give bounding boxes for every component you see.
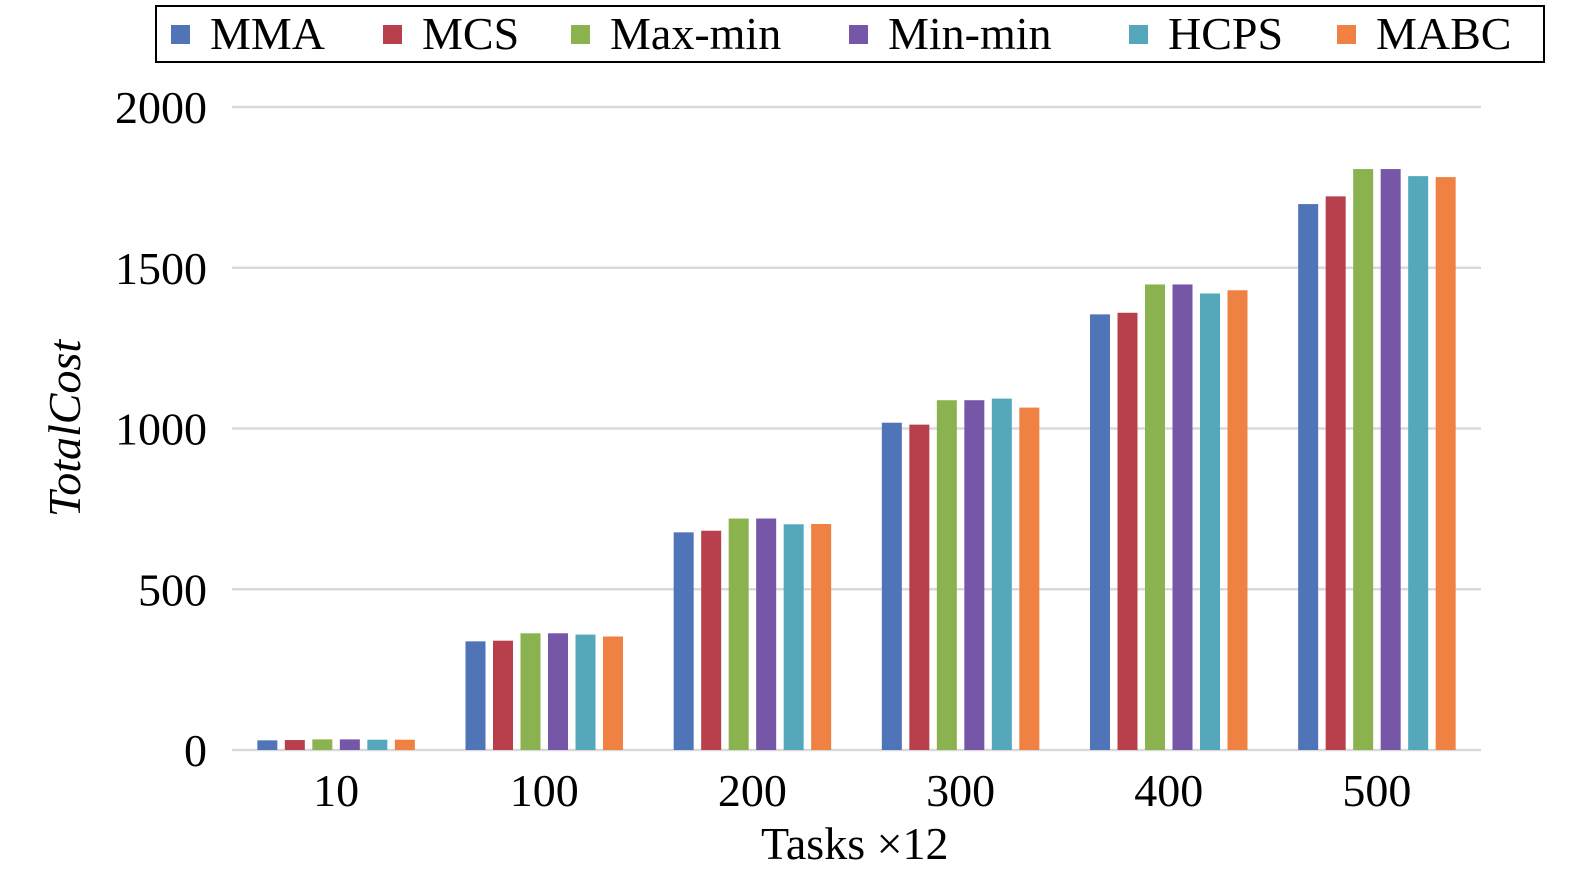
bar-max-min-100 xyxy=(520,633,541,750)
bar-mma-300 xyxy=(881,422,902,750)
bar-min-min-100 xyxy=(548,633,568,750)
y-tick-label: 2000 xyxy=(115,82,207,133)
x-tick-label: 500 xyxy=(1342,765,1411,816)
legend-item-mcs: MCS xyxy=(383,7,519,61)
bar-max-min-400 xyxy=(1145,284,1165,750)
y-tick-label: 0 xyxy=(184,725,207,776)
bar-max-min-10 xyxy=(312,739,333,750)
legend-label: Min-min xyxy=(888,8,1052,59)
bar-max-min-500 xyxy=(1353,169,1374,750)
legend-label: HCPS xyxy=(1168,8,1284,59)
bar-max-min-300 xyxy=(936,400,957,750)
bar-min-min-400 xyxy=(1172,284,1193,750)
legend-item-mma: MMA xyxy=(171,7,325,61)
bar-mma-400 xyxy=(1090,314,1110,750)
legend-label: Max-min xyxy=(610,8,782,59)
bar-max-min-200 xyxy=(728,518,749,750)
x-tick-label: 100 xyxy=(510,765,579,816)
legend-swatch xyxy=(1129,24,1148,44)
x-tick-label: 200 xyxy=(718,765,787,816)
legend-swatch xyxy=(571,24,590,44)
legend-swatch xyxy=(1337,24,1356,44)
bars xyxy=(257,169,1456,750)
legend-item-max-min: Max-min xyxy=(571,7,781,61)
legend-swatch xyxy=(849,24,868,44)
legend-label: MCS xyxy=(422,8,520,59)
bar-mabc-100 xyxy=(603,636,623,750)
bar-hcps-200 xyxy=(783,524,804,750)
legend-swatch xyxy=(171,24,190,44)
bar-mcs-100 xyxy=(493,640,513,750)
bar-min-min-500 xyxy=(1380,169,1401,750)
bar-hcps-300 xyxy=(991,398,1012,750)
legend-item-mabc: MABC xyxy=(1337,7,1511,61)
bar-mcs-500 xyxy=(1325,196,1346,750)
bar-mabc-400 xyxy=(1227,290,1248,750)
bar-hcps-100 xyxy=(575,634,596,750)
y-tick-labels: 0 500 1000 1500 2000 xyxy=(115,82,207,776)
y-tick-label: 500 xyxy=(138,564,207,615)
y-tick-label: 1000 xyxy=(115,404,207,455)
gridlines xyxy=(232,105,1481,752)
x-axis-title: Tasks ×12 xyxy=(761,818,949,869)
legend-item-min-min: Min-min xyxy=(849,7,1052,61)
bar-min-min-300 xyxy=(964,400,985,750)
bar-mcs-300 xyxy=(909,424,930,750)
bar-mma-10 xyxy=(257,740,278,750)
bar-hcps-500 xyxy=(1408,176,1429,750)
bar-mabc-300 xyxy=(1019,407,1040,750)
bar-mabc-10 xyxy=(394,739,415,750)
y-axis-title: TotalCost xyxy=(38,339,90,517)
x-tick-label: 10 xyxy=(313,765,359,816)
bar-mma-500 xyxy=(1298,204,1319,750)
bar-mabc-200 xyxy=(811,523,832,750)
bar-hcps-400 xyxy=(1200,293,1220,750)
bar-min-min-200 xyxy=(756,518,777,750)
legend-label: MABC xyxy=(1376,8,1512,59)
bar-mabc-500 xyxy=(1435,177,1456,750)
x-tick-labels: 10 100 200 300 400 500 xyxy=(313,765,1411,816)
legend-label: MMA xyxy=(210,8,326,59)
bar-mcs-10 xyxy=(284,740,305,750)
y-tick-label: 1500 xyxy=(115,243,207,294)
bar-min-min-10 xyxy=(339,739,360,750)
bar-mcs-200 xyxy=(701,530,722,750)
legend: MMA MCS Max-min Min-min HCPS MABC xyxy=(155,5,1545,63)
bar-hcps-10 xyxy=(367,739,388,750)
legend-swatch xyxy=(383,24,402,44)
legend-item-hcps: HCPS xyxy=(1129,7,1283,61)
bar-mcs-400 xyxy=(1117,312,1138,750)
bar-mma-100 xyxy=(465,641,486,750)
x-tick-label: 400 xyxy=(1134,765,1203,816)
bar-mma-200 xyxy=(673,532,694,750)
x-tick-label: 300 xyxy=(926,765,995,816)
